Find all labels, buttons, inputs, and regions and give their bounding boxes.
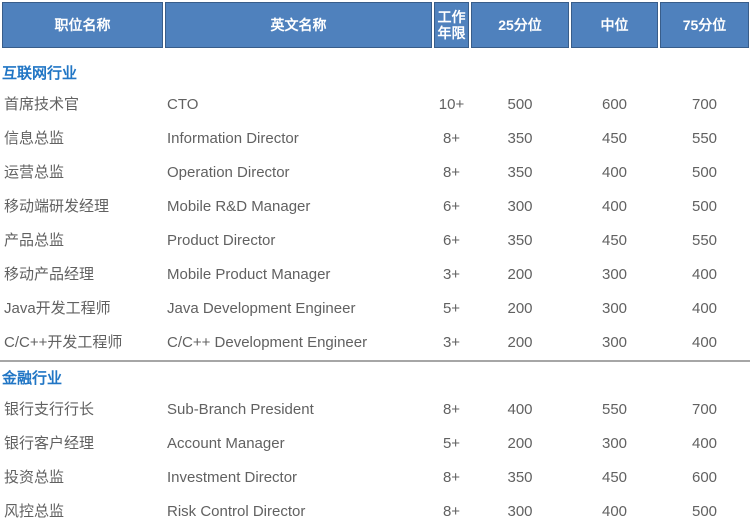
header-col-p25: 25分位 <box>471 2 569 48</box>
work-years-cell: 8+ <box>442 469 461 486</box>
header-col-median: 中位 <box>571 2 658 48</box>
work-years-cell: 8+ <box>442 503 461 520</box>
english-name-cell: Account Manager <box>167 435 285 452</box>
english-name-cell: Information Director <box>167 130 299 147</box>
table-row: 移动端研发经理 Mobile R&D Manager 6+ 300 400 50… <box>0 190 750 224</box>
p25-cell: 400 <box>507 401 533 418</box>
median-cell: 400 <box>601 503 628 520</box>
p25-cell: 300 <box>507 503 533 520</box>
median-cell: 300 <box>601 266 628 283</box>
p25-cell: 200 <box>507 334 533 351</box>
median-cell: 450 <box>601 232 628 249</box>
english-name-cell: Risk Control Director <box>167 503 306 520</box>
position-name-cell: 银行客户经理 <box>4 435 95 452</box>
p25-cell: 350 <box>507 130 533 147</box>
work-years-cell: 8+ <box>442 164 461 181</box>
p25-cell: 200 <box>507 266 533 283</box>
position-name-cell: C/C++开发工程师 <box>4 334 123 351</box>
table-row: 投资总监 Investment Director 8+ 350 450 600 <box>0 461 750 495</box>
position-name-cell: 运营总监 <box>4 164 65 181</box>
english-name-cell: Java Development Engineer <box>167 300 356 317</box>
median-cell: 450 <box>601 469 628 486</box>
section-divider <box>0 360 750 362</box>
english-name-cell: C/C++ Development Engineer <box>167 334 368 351</box>
header-col-position-name: 职位名称 <box>2 2 163 48</box>
median-cell: 300 <box>601 435 628 452</box>
position-name-cell: 首席技术官 <box>4 96 80 113</box>
work-years-cell: 8+ <box>442 130 461 147</box>
english-name-cell: Mobile R&D Manager <box>167 198 311 215</box>
p75-cell: 500 <box>691 198 718 215</box>
header-col-p75: 75分位 <box>660 2 749 48</box>
table-row: 移动产品经理 Mobile Product Manager 3+ 200 300… <box>0 258 750 292</box>
table-row: 运营总监 Operation Director 8+ 350 400 500 <box>0 156 750 190</box>
median-cell: 450 <box>601 130 628 147</box>
section-finance: 金融行业 银行支行行长 Sub-Branch President 8+ 400 … <box>0 368 750 529</box>
english-name-cell: Sub-Branch President <box>167 401 314 418</box>
median-cell: 400 <box>601 164 628 181</box>
position-name-cell: 银行支行行长 <box>4 401 95 418</box>
position-name-cell: 产品总监 <box>4 232 65 249</box>
table-row: 银行客户经理 Account Manager 5+ 200 300 400 <box>0 427 750 461</box>
median-cell: 550 <box>601 401 628 418</box>
table-row: 产品总监 Product Director 6+ 350 450 550 <box>0 224 750 258</box>
p25-cell: 300 <box>507 198 533 215</box>
work-years-cell: 5+ <box>442 435 461 452</box>
p75-cell: 700 <box>691 96 718 113</box>
header-col-english-name: 英文名称 <box>165 2 432 48</box>
p75-cell: 500 <box>691 503 718 520</box>
p75-cell: 400 <box>691 334 718 351</box>
position-name-cell: Java开发工程师 <box>4 300 111 317</box>
work-years-cell: 3+ <box>442 334 461 351</box>
work-years-cell: 3+ <box>442 266 461 283</box>
work-years-cell: 10+ <box>438 96 465 113</box>
table-row: Java开发工程师 Java Development Engineer 5+ 2… <box>0 292 750 326</box>
section-internet-rows: 首席技术官 CTO 10+ 500 600 700 信息总监 Informati… <box>0 88 750 360</box>
position-name-cell: 投资总监 <box>4 469 65 486</box>
section-internet: 互联网行业 首席技术官 CTO 10+ 500 600 700 信息总监 Inf… <box>0 63 750 360</box>
header-col-work-years: 工作年限 <box>434 2 469 48</box>
p75-cell: 400 <box>691 435 718 452</box>
section-finance-rows: 银行支行行长 Sub-Branch President 8+ 400 550 7… <box>0 393 750 529</box>
p75-cell: 700 <box>691 401 718 418</box>
median-cell: 600 <box>601 96 628 113</box>
english-name-cell: Operation Director <box>167 164 290 181</box>
p25-cell: 200 <box>507 435 533 452</box>
english-name-cell: CTO <box>167 96 199 113</box>
median-cell: 400 <box>601 198 628 215</box>
section-title-finance: 金融行业 <box>2 370 63 387</box>
p75-cell: 400 <box>691 300 718 317</box>
table-row: 信息总监 Information Director 8+ 350 450 550 <box>0 122 750 156</box>
table-row: 风控总监 Risk Control Director 8+ 300 400 50… <box>0 495 750 529</box>
table-row: 银行支行行长 Sub-Branch President 8+ 400 550 7… <box>0 393 750 427</box>
p75-cell: 400 <box>691 266 718 283</box>
table-row: C/C++开发工程师 C/C++ Development Engineer 3+… <box>0 326 750 360</box>
p25-cell: 350 <box>507 232 533 249</box>
position-name-cell: 移动端研发经理 <box>4 198 110 215</box>
median-cell: 300 <box>601 300 628 317</box>
position-name-cell: 风控总监 <box>4 503 65 520</box>
english-name-cell: Product Director <box>167 232 276 249</box>
work-years-cell: 8+ <box>442 401 461 418</box>
table-header: 职位名称 英文名称 工作年限 25分位 中位 75分位 <box>0 2 750 48</box>
position-name-cell: 信息总监 <box>4 130 65 147</box>
p25-cell: 500 <box>507 96 533 113</box>
work-years-cell: 6+ <box>442 198 461 215</box>
p25-cell: 200 <box>507 300 533 317</box>
work-years-cell: 6+ <box>442 232 461 249</box>
p25-cell: 350 <box>507 164 533 181</box>
english-name-cell: Investment Director <box>167 469 298 486</box>
section-title-internet: 互联网行业 <box>2 65 78 82</box>
median-cell: 300 <box>601 334 628 351</box>
p75-cell: 600 <box>691 469 718 486</box>
position-name-cell: 移动产品经理 <box>4 266 95 283</box>
english-name-cell: Mobile Product Manager <box>167 266 331 283</box>
p75-cell: 500 <box>691 164 718 181</box>
p75-cell: 550 <box>691 232 718 249</box>
work-years-cell: 5+ <box>442 300 461 317</box>
table-row: 首席技术官 CTO 10+ 500 600 700 <box>0 88 750 122</box>
p75-cell: 550 <box>691 130 718 147</box>
p25-cell: 350 <box>507 469 533 486</box>
